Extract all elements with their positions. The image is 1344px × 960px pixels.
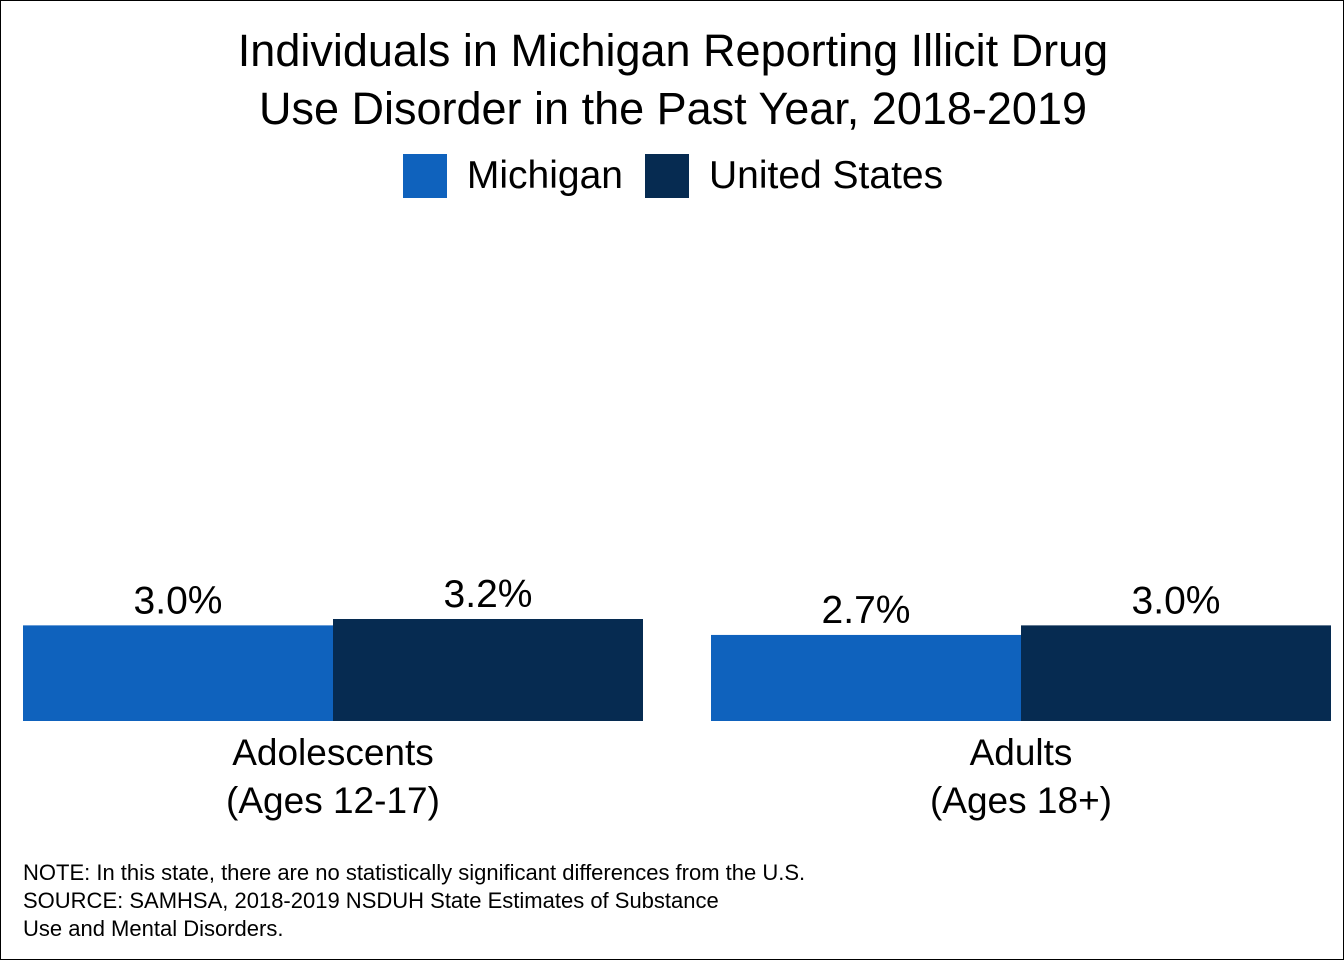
category-label-adults-line-2: (Ages 18+) xyxy=(930,780,1112,821)
bar-michigan-adolescents xyxy=(23,625,333,721)
footnotes: NOTE: In this state, there are no statis… xyxy=(23,859,805,943)
legend-label-united-states: United States xyxy=(708,154,944,197)
legend-swatch-united-states xyxy=(644,154,689,198)
value-label-united-states-adults: 3.0% xyxy=(1132,579,1221,622)
chart-title-line-2: Use Disorder in the Past Year, 2018-2019 xyxy=(258,83,1088,134)
category-label-adults-line-1: Adults xyxy=(970,732,1073,773)
source-line-1: SOURCE: SAMHSA, 2018-2019 NSDUH State Es… xyxy=(23,888,719,913)
legend-swatch-michigan xyxy=(402,154,447,198)
chart-title-line-1: Individuals in Michigan Reporting Illici… xyxy=(237,25,1109,76)
source-line-2: Use and Mental Disorders. xyxy=(23,916,284,941)
category-label-adolescents-line-1: Adolescents xyxy=(232,732,434,773)
legend-item-united-states: United States xyxy=(644,154,944,198)
value-label-united-states-adolescents: 3.2% xyxy=(444,573,533,616)
bar-michigan-adults xyxy=(711,634,1021,721)
legend-item-michigan: Michigan xyxy=(402,154,623,198)
bar-united-states-adolescents xyxy=(333,619,643,721)
category-label-adolescents-line-2: (Ages 12-17) xyxy=(226,780,440,821)
note-line-1: NOTE: In this state, there are no statis… xyxy=(23,860,806,885)
bar-chart: 3.0% 3.2% Adolescents (Ages 12-17) 2.7% 3.0% A… xyxy=(23,573,1331,821)
value-label-michigan-adults: 2.7% xyxy=(822,589,911,632)
value-label-michigan-adolescents: 3.0% xyxy=(134,579,223,622)
legend: Michigan United States xyxy=(1,153,1343,199)
legend-label-michigan: Michigan xyxy=(466,154,623,197)
bar-united-states-adults xyxy=(1021,625,1331,721)
